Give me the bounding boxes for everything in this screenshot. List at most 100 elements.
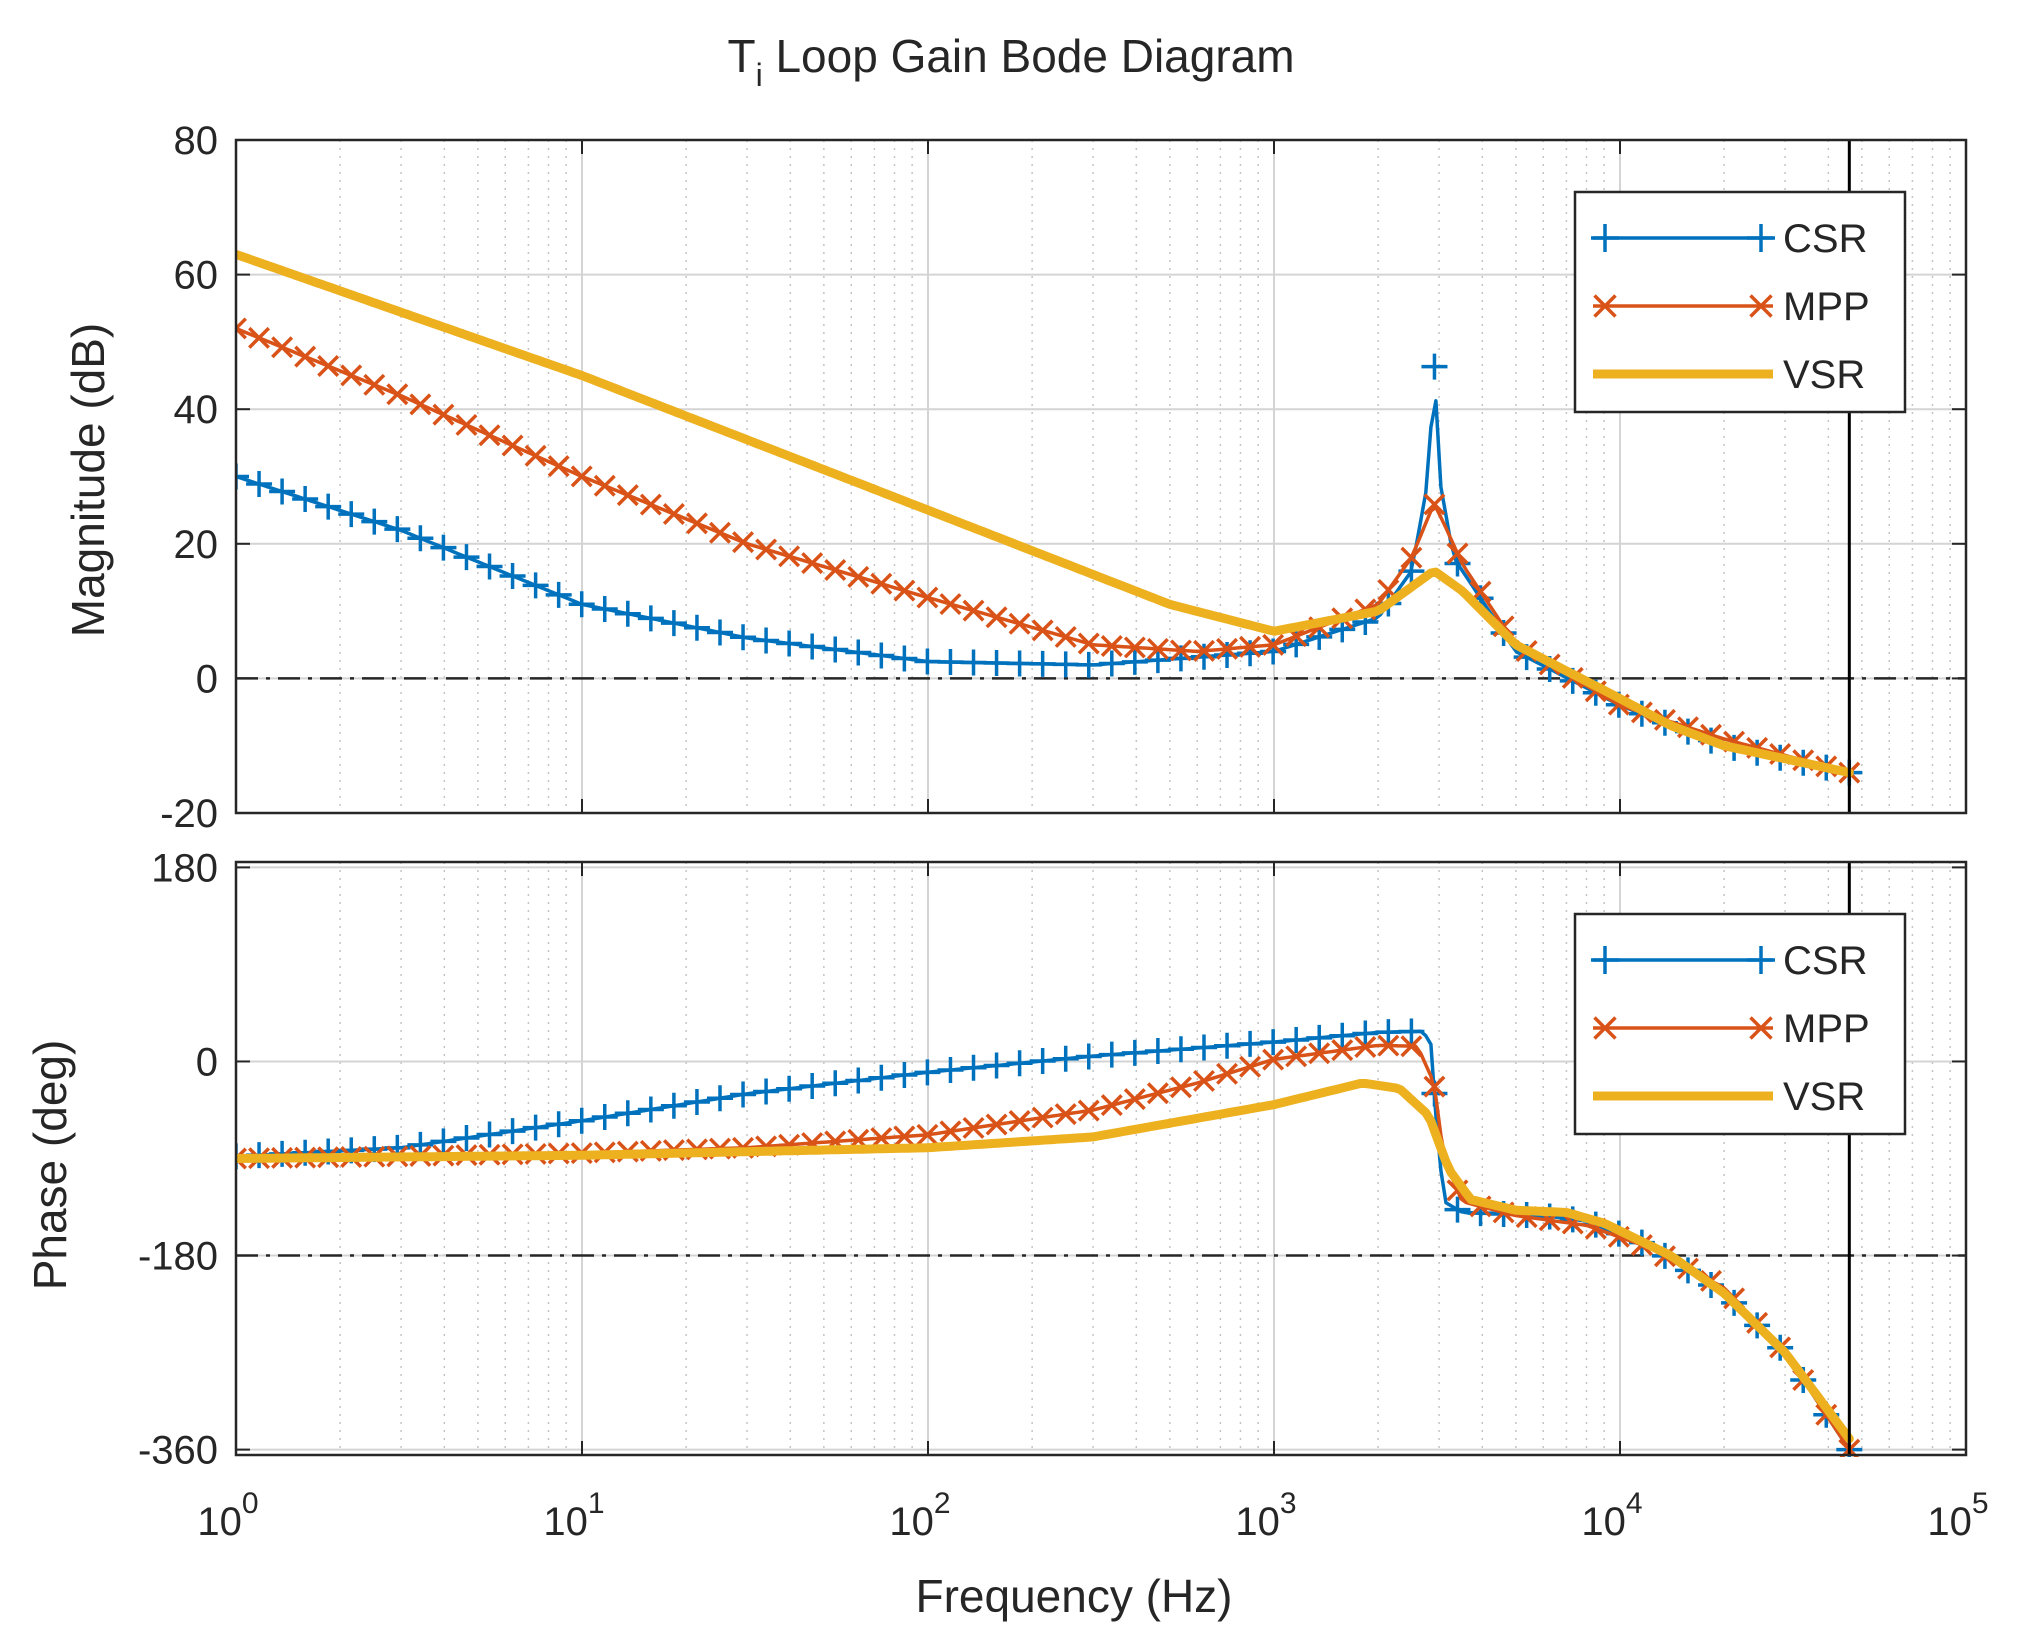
phase-csr-marker (1029, 1048, 1056, 1075)
magnitude-csr-marker (499, 562, 526, 589)
phase-csr-marker (1398, 1018, 1425, 1045)
phase-mpp-marker (1377, 1034, 1400, 1057)
phase-mpp-marker (1354, 1036, 1377, 1059)
magnitude-mpp-marker (1216, 637, 1239, 660)
phase-series-group (236, 1018, 1863, 1457)
phase-mpp-marker (893, 1125, 916, 1148)
phase-mpp-marker (1146, 1082, 1169, 1105)
phase-csr-marker (430, 1128, 457, 1155)
magnitude-mpp-marker (847, 565, 870, 588)
phase-y-tick-label: -180 (138, 1235, 218, 1279)
phase-frame (234, 860, 1968, 1457)
phase-csr-marker (1075, 1043, 1102, 1070)
x-tick-exponent: 0 (242, 1487, 259, 1520)
magnitude-panel: -20 0 20 40 60 80 CSR MPP VSR (160, 119, 1968, 836)
magnitude-mpp-marker (547, 455, 570, 478)
phase-legend-label-mpp: MPP (1783, 1007, 1870, 1051)
phase-mpp-marker (1423, 1075, 1446, 1098)
phase-mpp-marker (1123, 1088, 1146, 1111)
magnitude-legend-label-csr: CSR (1783, 217, 1867, 261)
phase-csr-marker (1006, 1050, 1033, 1077)
magnitude-mpp-marker (732, 531, 755, 554)
phase-csr-marker (914, 1059, 941, 1086)
magnitude-csr-marker (822, 636, 849, 663)
magnitude-csr-marker (1121, 648, 1148, 675)
magnitude-mpp-marker (1008, 612, 1031, 635)
magnitude-mpp-marker (801, 552, 824, 575)
magnitude-csr-marker (1098, 650, 1125, 677)
phase-csr-marker (822, 1070, 849, 1097)
magnitude-csr-marker (384, 516, 411, 543)
phase-mpp-marker (1216, 1062, 1239, 1085)
phase-mpp-marker (939, 1120, 962, 1143)
x-tick-exponent: 3 (1280, 1487, 1297, 1520)
magnitude-mpp-marker (317, 355, 340, 378)
magnitude-csr-marker (914, 648, 941, 675)
magnitude-mpp-marker (524, 444, 547, 467)
phase-csr-marker (1098, 1041, 1125, 1068)
magnitude-legend: CSR MPP VSR (1573, 190, 1907, 414)
magnitude-mpp-marker (1077, 632, 1100, 655)
phase-mpp-marker (1308, 1042, 1331, 1065)
magnitude-mpp-marker (386, 383, 409, 406)
phase-panel: -360 -180 0 180 CSR MPP VSR (138, 846, 1968, 1473)
phase-mpp-marker (1077, 1099, 1100, 1122)
phase-vsr-line (236, 1079, 1854, 1444)
magnitude-mpp-marker (709, 521, 731, 544)
magnitude-mpp-marker (248, 326, 271, 349)
phase-csr-marker (637, 1096, 664, 1123)
magnitude-csr-marker (868, 642, 895, 669)
phase-csr-marker (1306, 1024, 1333, 1051)
magnitude-csr-marker (937, 649, 964, 676)
magnitude-mpp-marker (409, 393, 432, 416)
phase-mpp-marker (1193, 1069, 1215, 1092)
magnitude-y-tick-label: -20 (160, 792, 218, 836)
phase-y-tick-label: 0 (196, 1040, 218, 1084)
magnitude-csr-marker (1029, 650, 1056, 677)
phase-mpp-marker (1100, 1094, 1123, 1117)
phase-csr-marker (753, 1078, 780, 1105)
magnitude-csr-marker (591, 596, 618, 623)
phase-csr-marker (845, 1067, 872, 1094)
magnitude-y-tick-label: 60 (174, 254, 219, 298)
phase-csr-marker (1214, 1032, 1241, 1059)
phase-mpp-marker (1169, 1076, 1192, 1099)
magnitude-mpp-marker (501, 434, 524, 457)
magnitude-mpp-marker (1423, 493, 1446, 516)
magnitude-csr-marker (1214, 641, 1241, 668)
phase-csr-marker (1444, 1196, 1471, 1223)
phase-y-tick-label: 180 (151, 846, 218, 890)
phase-csr-marker (1167, 1036, 1194, 1063)
phase-csr-marker (1283, 1026, 1310, 1053)
phase-csr-marker (568, 1107, 595, 1134)
magnitude-mpp-marker (1400, 546, 1423, 569)
phase-csr-marker (868, 1064, 895, 1091)
x-tick-exponent: 1 (588, 1487, 605, 1520)
phase-csr-marker (1121, 1039, 1148, 1066)
magnitude-csr-marker (660, 610, 687, 637)
x-tick-label: 105 (1927, 1487, 1988, 1544)
phase-csr-marker (453, 1124, 480, 1151)
magnitude-legend-marker-csr (1747, 224, 1775, 252)
phase-csr-marker (1052, 1045, 1079, 1072)
phase-csr-marker (476, 1121, 503, 1148)
magnitude-csr-marker (614, 600, 641, 627)
phase-mpp-marker (236, 1147, 247, 1170)
phase-csr-marker (1375, 1019, 1402, 1046)
magnitude-csr-marker (568, 591, 595, 618)
magnitude-csr-marker (453, 544, 480, 571)
magnitude-mpp-marker (824, 559, 847, 582)
magnitude-mpp-marker (893, 579, 916, 602)
magnitude-mpp-marker (939, 593, 962, 616)
magnitude-mpp-marker (962, 599, 985, 622)
magnitude-mpp-marker (1193, 639, 1215, 662)
x-tick-exponent: 5 (1972, 1487, 1989, 1520)
magnitude-csr-marker (1421, 353, 1448, 380)
magnitude-csr-marker (522, 572, 549, 599)
x-tick-label: 102 (889, 1487, 950, 1544)
magnitude-csr-marker (637, 605, 664, 632)
magnitude-csr-marker (338, 501, 365, 528)
phase-legend-marker-csr (1747, 946, 1775, 974)
magnitude-csr-marker (476, 553, 503, 580)
magnitude-mpp-marker (685, 512, 708, 535)
